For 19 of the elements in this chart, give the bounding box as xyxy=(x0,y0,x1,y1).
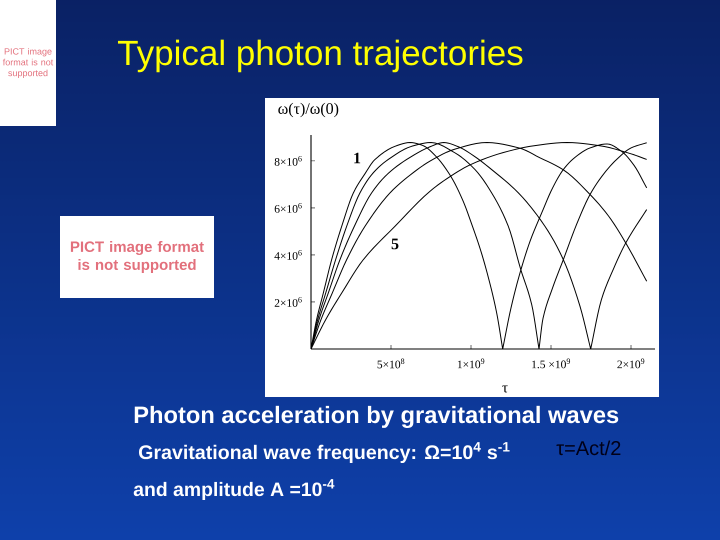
text: PICT image format is not supported xyxy=(2,48,54,78)
x-tick-label: 1.5 ×10$^{9}$ xyxy=(532,358,570,368)
text: PICT image format is not supported xyxy=(70,241,204,273)
x-tick-label: 2×10$^{9}$ xyxy=(617,358,644,368)
y-tick-label: 4×10$^{6}$ xyxy=(274,250,302,260)
text: τ=Act/2 xyxy=(556,440,620,456)
text: Photon acceleration by gravitational waves xyxy=(134,406,618,428)
y-tick-label: 2×10$^{6}$ xyxy=(274,297,302,307)
y-axis-title: ω(τ)/ω(0) xyxy=(278,102,338,118)
chart-title: Typical photon trajectories xyxy=(118,40,522,72)
text: Gravitational wave frequency: Ω=10$^{4}$ s$^{-1}$ xyxy=(139,442,510,464)
x-tick-label: 1×10$^{9}$ xyxy=(458,358,484,368)
y-tick-label: 8×10$^{6}$ xyxy=(274,156,302,166)
y-tick-label: 6×10$^{6}$ xyxy=(274,203,302,213)
text: and amplitude A =10$^{-4}$ xyxy=(134,479,334,500)
x-axis-title: τ xyxy=(502,385,508,393)
series-label: 1 xyxy=(354,152,360,164)
x-tick-label: 5×10$^{8}$ xyxy=(378,358,404,368)
series-label: 5 xyxy=(392,238,398,250)
